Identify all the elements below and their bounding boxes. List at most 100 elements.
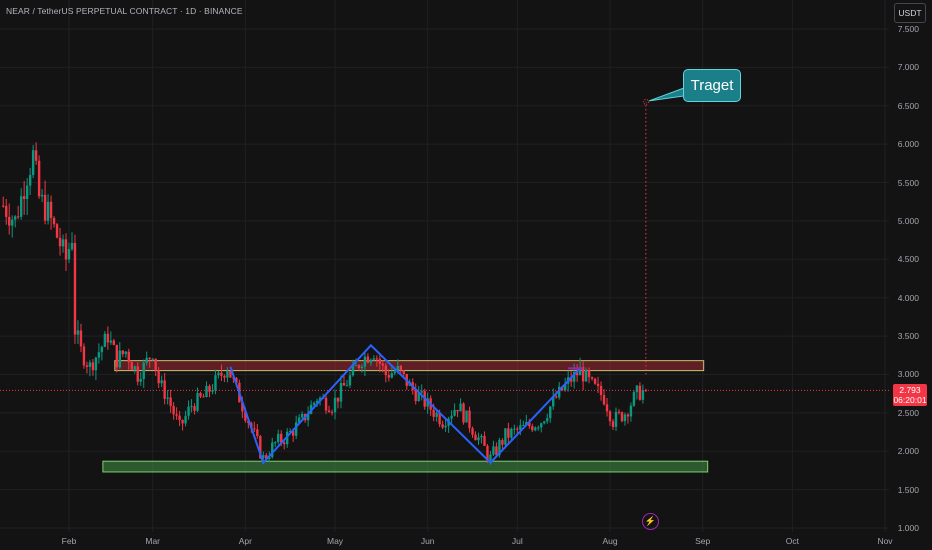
candle-body [444, 425, 447, 428]
candle-body [11, 219, 14, 226]
candle-body [112, 340, 116, 345]
candle-body [49, 201, 53, 218]
candle-body [420, 391, 423, 393]
candle-body [277, 433, 280, 443]
candle-body [124, 351, 127, 355]
candle-body [629, 405, 633, 417]
candle-body [342, 382, 346, 386]
time-tick-label: Nov [877, 536, 893, 546]
candle-body [498, 440, 501, 456]
candle-body [543, 421, 546, 424]
candle-body [549, 406, 552, 419]
candle-body [288, 430, 292, 432]
candle-body [55, 224, 59, 238]
candle-body [5, 205, 8, 217]
candle-body [85, 365, 89, 367]
candle-body [97, 352, 101, 358]
candle-body [507, 428, 510, 438]
candle-body [417, 392, 420, 402]
candle-body [557, 386, 561, 398]
target-point [642, 98, 649, 105]
candle-body [265, 455, 268, 459]
candle-body [537, 427, 540, 429]
candle-body [483, 435, 486, 446]
price-tick-label: 3.000 [897, 369, 919, 380]
candle-body [253, 428, 256, 430]
candle-body [130, 362, 133, 370]
candle-body [306, 413, 310, 421]
price-tick-label: 4.500 [897, 254, 919, 265]
symbol-title: NEAR / TetherUS PERPETUAL CONTRACT · 1D … [6, 6, 243, 16]
currency-button[interactable]: USDT [894, 3, 926, 23]
time-tick-label: Apr [238, 536, 252, 546]
candle-body [211, 390, 214, 392]
candle-body [294, 422, 298, 436]
candle-body [575, 372, 579, 376]
candle-body [387, 375, 391, 378]
candle-body [151, 358, 154, 360]
candle-body [372, 358, 376, 360]
candle-body [327, 410, 331, 413]
candle-body [546, 418, 549, 422]
candle-body [608, 411, 612, 422]
candle-body [540, 423, 543, 428]
candle-body [378, 358, 382, 364]
candle-body [172, 405, 175, 415]
candle-body [366, 356, 370, 363]
candle-body [531, 426, 534, 431]
candle-body [486, 445, 489, 461]
candle-body [563, 383, 567, 391]
candle-body [82, 346, 86, 366]
candle-body [115, 344, 119, 368]
candle-body [244, 411, 247, 421]
candle-body [477, 437, 480, 441]
candle-body [324, 397, 328, 411]
candle-body [274, 442, 277, 444]
candle-body [40, 194, 44, 197]
candle-body [336, 397, 340, 402]
time-tick-label: May [326, 536, 344, 546]
candle-body [297, 417, 301, 423]
candle-body [280, 433, 283, 443]
candle-body [501, 440, 504, 445]
candle-body [160, 380, 163, 384]
time-tick-label: Jul [511, 536, 523, 546]
candle-body [139, 378, 142, 382]
candle-body [617, 411, 621, 413]
candle-body [88, 362, 92, 367]
candle-body [2, 205, 5, 207]
candle-body [16, 216, 20, 218]
candle-body [46, 201, 50, 221]
w-pattern-line [229, 343, 581, 465]
candle-body [193, 406, 196, 411]
candle-body [67, 249, 71, 260]
last-price-badge: 2.793 06:20:01 [893, 384, 927, 406]
candle-body [450, 415, 453, 419]
candle-body [438, 412, 441, 425]
price-tick-label: 6.000 [897, 139, 919, 150]
candle-body [474, 434, 477, 441]
candle-body [596, 383, 600, 386]
candle-body [58, 237, 62, 247]
lightning-bolt-icon[interactable]: ⚡ [642, 513, 659, 530]
candle-body [468, 410, 471, 429]
candle-body [569, 377, 573, 382]
time-tick-label: Oct [785, 536, 799, 546]
candle-body [396, 365, 399, 372]
target-callout[interactable]: Traget [683, 69, 741, 102]
time-tick-label: Sep [695, 536, 711, 546]
candle-body [480, 435, 483, 438]
candle-body [632, 392, 636, 406]
price-tick-label: 5.500 [897, 177, 919, 188]
candle-body [519, 425, 522, 430]
candle-body [578, 367, 582, 376]
candle-body [516, 428, 519, 430]
candle-body [599, 385, 603, 396]
candle-body [127, 351, 130, 363]
candle-body [163, 380, 166, 399]
pattern-drawing [229, 343, 584, 465]
candle-body [626, 414, 630, 417]
candle-body [22, 196, 26, 200]
candle-body [330, 412, 334, 414]
